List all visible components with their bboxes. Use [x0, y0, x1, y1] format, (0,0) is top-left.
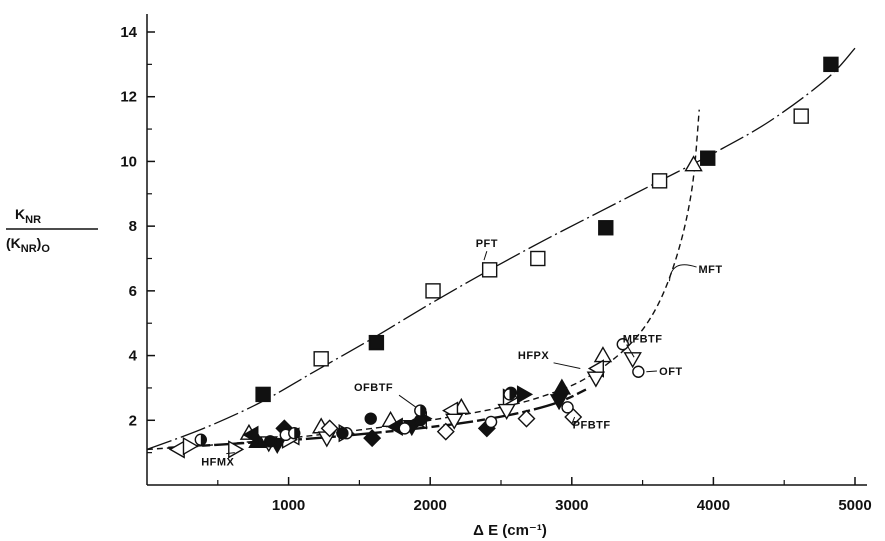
marker-circle-open	[398, 422, 411, 435]
x-tick-label: 1000	[272, 497, 305, 514]
fit-curves	[146, 47, 856, 451]
marker-square-open	[530, 250, 546, 267]
ofbtf-leader	[398, 394, 417, 408]
marker-circle-filled	[336, 427, 349, 440]
marker-circle-half-fill	[294, 427, 300, 439]
axes: 1000 2000 3000 4000 5000 2 4 6 8 10 12 14	[120, 14, 872, 514]
y-axis-label: KNR (KNR)O	[6, 206, 98, 255]
marker-square-open	[481, 262, 498, 278]
data-markers	[168, 56, 839, 459]
y-tick-label: 14	[120, 24, 137, 41]
marker-square-filled	[368, 334, 385, 351]
marker-triangle-down-open	[623, 352, 642, 369]
marker-circle-open	[632, 365, 645, 378]
marker-square-filled	[823, 56, 839, 73]
marker-diamond-open	[436, 422, 455, 441]
annotation-pft: PFT	[476, 238, 498, 250]
x-tick-label: 2000	[414, 497, 447, 514]
x-axis-label: Δ E (cm⁻¹)	[473, 522, 547, 539]
marker-triangle-down-open	[586, 371, 606, 388]
oft-leader	[646, 370, 657, 373]
mft-curve	[146, 109, 700, 451]
mft-leader	[669, 264, 697, 282]
pft-curve	[146, 47, 856, 451]
y-label-denominator: (KNR)O	[6, 235, 50, 255]
curve-annotations: PFT MFT MFBTF OFT HFPX OFBTF PFBTF HFMX	[201, 238, 722, 468]
marker-triangle-right-filled	[516, 385, 534, 404]
hfpx-leader	[553, 362, 581, 370]
annotation-oft: OFT	[659, 366, 683, 378]
marker-circle-open	[484, 415, 498, 429]
marker-square-filled	[255, 386, 271, 403]
marker-triangle-up-open	[593, 346, 613, 363]
marker-circle-filled	[263, 435, 277, 448]
y-tick-label: 4	[129, 348, 138, 365]
marker-circle-open	[561, 401, 574, 414]
marker-triangle-left-filled	[242, 425, 259, 445]
mfbtf-leader	[626, 344, 635, 358]
marker-circle-half-fill	[509, 388, 515, 400]
x-tick-label: 5000	[838, 497, 871, 514]
marker-square-open	[313, 351, 329, 367]
marker-diamond-open	[320, 419, 339, 438]
y-tick-label: 8	[129, 218, 137, 235]
marker-circle-half-fill	[420, 405, 426, 417]
annotation-mft: MFT	[699, 264, 723, 276]
marker-circle-filled	[364, 412, 377, 425]
marker-triangle-down-open	[497, 403, 516, 420]
marker-circle-open	[616, 338, 629, 351]
marker-square-open	[651, 173, 668, 189]
pft-leader	[483, 251, 488, 261]
annotation-ofbtf: OFBTF	[354, 382, 393, 394]
pfbtf-leader	[571, 416, 576, 425]
marker-triangle-down-filled	[549, 394, 569, 411]
marker-circle-half-fill	[200, 434, 207, 446]
hfmx-leader	[226, 452, 235, 455]
x-tick-label: 3000	[555, 497, 588, 514]
y-tick-label: 12	[120, 89, 137, 106]
marker-triangle-left-open	[168, 440, 185, 459]
marker-diamond-filled	[363, 429, 382, 448]
y-label-numerator: KNR	[15, 206, 41, 226]
marker-square-open	[425, 283, 441, 299]
y-tick-label: 10	[120, 153, 137, 170]
marker-triangle-down-open	[445, 413, 464, 430]
marker-square-filled	[700, 150, 716, 166]
annotation-mfbtf: MFBTF	[623, 334, 663, 346]
marker-triangle-right-open	[182, 436, 199, 456]
y-tick-label: 6	[129, 283, 137, 300]
marker-square-filled	[598, 220, 614, 236]
marker-triangle-up-open	[684, 155, 703, 172]
annotation-hfpx: HFPX	[518, 350, 550, 362]
y-tick-label: 2	[129, 412, 137, 429]
annotation-hfmx: HFMX	[201, 457, 234, 469]
x-tick-label: 4000	[697, 497, 730, 514]
marker-square-open	[793, 108, 809, 124]
annotation-pfbtf: PFBTF	[573, 419, 611, 431]
marker-diamond-open	[517, 409, 536, 428]
marker-triangle-up-filled	[552, 378, 572, 395]
